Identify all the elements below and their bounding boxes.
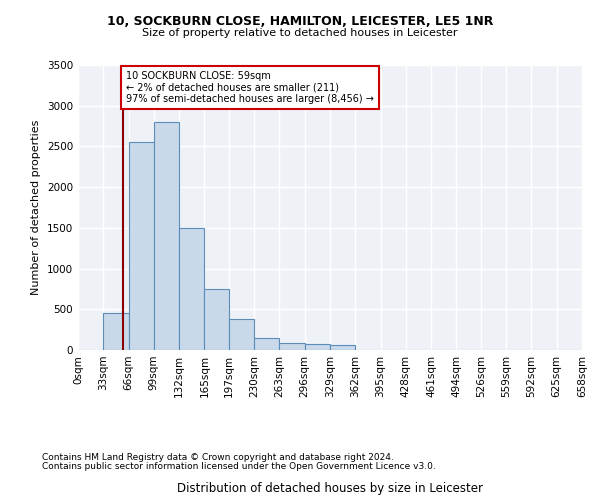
- Text: 10 SOCKBURN CLOSE: 59sqm
← 2% of detached houses are smaller (211)
97% of semi-d: 10 SOCKBURN CLOSE: 59sqm ← 2% of detache…: [126, 70, 374, 104]
- Bar: [280, 342, 305, 350]
- Text: 10, SOCKBURN CLOSE, HAMILTON, LEICESTER, LE5 1NR: 10, SOCKBURN CLOSE, HAMILTON, LEICESTER,…: [107, 15, 493, 28]
- Bar: [103, 314, 128, 350]
- Text: Contains public sector information licensed under the Open Government Licence v3: Contains public sector information licen…: [42, 462, 436, 471]
- Text: Contains HM Land Registry data © Crown copyright and database right 2024.: Contains HM Land Registry data © Crown c…: [42, 454, 394, 462]
- Bar: [154, 122, 179, 350]
- Bar: [128, 142, 154, 350]
- Bar: [229, 319, 254, 350]
- Bar: [179, 228, 205, 350]
- Bar: [205, 289, 229, 350]
- Bar: [305, 344, 330, 350]
- Text: Distribution of detached houses by size in Leicester: Distribution of detached houses by size …: [177, 482, 483, 495]
- Y-axis label: Number of detached properties: Number of detached properties: [31, 120, 41, 295]
- Bar: [254, 338, 280, 350]
- Text: Size of property relative to detached houses in Leicester: Size of property relative to detached ho…: [142, 28, 458, 38]
- Bar: [330, 345, 355, 350]
